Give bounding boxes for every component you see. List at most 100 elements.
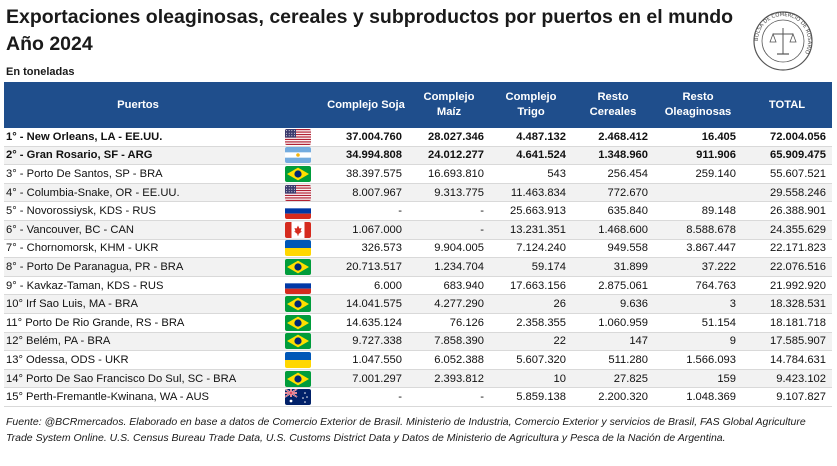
brazil-flag-icon — [285, 370, 311, 387]
brazil-flag-icon — [285, 165, 311, 182]
oleaginosas-cell: 51.154 — [654, 313, 742, 333]
soja-cell: 14.635.124 — [324, 313, 408, 333]
col-header-soja: Complejo Soja — [324, 82, 408, 128]
cereales-cell: 772.670 — [572, 183, 654, 203]
col-header-maiz: Complejo Maíz — [408, 82, 490, 128]
maiz-cell: 2.393.812 — [408, 369, 490, 389]
trigo-cell: 5.859.138 — [490, 387, 572, 407]
cereales-cell: 1.468.600 — [572, 220, 654, 240]
canada-flag-icon — [285, 221, 311, 238]
soja-cell: 6.000 — [324, 276, 408, 296]
oleaginosas-cell: 3 — [654, 294, 742, 314]
flag-cell — [272, 294, 324, 314]
trigo-cell: 5.607.320 — [490, 350, 572, 370]
oleaginosas-cell: 764.763 — [654, 276, 742, 296]
cereales-cell: 256.454 — [572, 164, 654, 184]
cereales-cell: 511.280 — [572, 350, 654, 370]
soja-cell: 9.727.338 — [324, 332, 408, 352]
port-name-cell: 1° - New Orleans, LA - EE.UU. — [4, 128, 272, 147]
table-row: 6° - Vancouver, BC - CAN 1.067.000-13.231… — [4, 220, 832, 240]
trigo-cell: 17.663.156 — [490, 276, 572, 296]
col-header-oleaginosas: Resto Oleaginosas — [654, 82, 742, 128]
soja-cell: 1.067.000 — [324, 220, 408, 240]
soja-cell: 38.397.575 — [324, 164, 408, 184]
trigo-cell: 4.641.524 — [490, 146, 572, 166]
cereales-cell: 635.840 — [572, 201, 654, 221]
soja-cell: 14.041.575 — [324, 294, 408, 314]
flag-cell — [272, 332, 324, 352]
total-cell: 9.107.827 — [742, 387, 832, 407]
port-name-cell: 5° - Novorossiysk, KDS - RUS — [4, 201, 272, 221]
total-cell: 65.909.475 — [742, 146, 832, 166]
soja-cell: 1.047.550 — [324, 350, 408, 370]
maiz-cell: - — [408, 201, 490, 221]
flag-cell — [272, 313, 324, 333]
maiz-cell: 24.012.277 — [408, 146, 490, 166]
oleaginosas-cell: 3.867.447 — [654, 239, 742, 259]
soja-cell: 20.713.517 — [324, 257, 408, 277]
flag-cell — [272, 220, 324, 240]
oleaginosas-cell: 37.222 — [654, 257, 742, 277]
flag-cell — [272, 239, 324, 259]
trigo-cell: 25.663.913 — [490, 201, 572, 221]
ukraine-flag-icon — [285, 351, 311, 368]
soja-cell: - — [324, 387, 408, 407]
trigo-cell: 26 — [490, 294, 572, 314]
brazil-flag-icon — [285, 314, 311, 331]
col-header-flag — [272, 82, 324, 128]
total-cell: 18.328.531 — [742, 294, 832, 314]
total-cell: 24.355.629 — [742, 220, 832, 240]
flag-cell — [272, 128, 324, 147]
flag-cell — [272, 164, 324, 184]
cereales-cell: 2.468.412 — [572, 128, 654, 147]
argentina-flag-icon — [285, 147, 311, 164]
port-name-cell: 7° - Chornomorsk, KHM - UKR — [4, 239, 272, 259]
total-cell: 22.076.516 — [742, 257, 832, 277]
trigo-cell: 13.231.351 — [490, 220, 572, 240]
oleaginosas-cell: 89.148 — [654, 201, 742, 221]
page-title: Exportaciones oleaginosas, cereales y su… — [6, 6, 734, 55]
total-cell: 21.992.920 — [742, 276, 832, 296]
soja-cell: 37.004.760 — [324, 128, 408, 147]
cereales-cell: 2.875.061 — [572, 276, 654, 296]
oleaginosas-cell: 1.048.369 — [654, 387, 742, 407]
maiz-cell: 9.904.005 — [408, 239, 490, 259]
table-row: 15° Perth-Fremantle-Kwinana, WA - AUS - -5… — [4, 387, 832, 407]
maiz-cell: 683.940 — [408, 276, 490, 296]
trigo-cell: 11.463.834 — [490, 183, 572, 203]
port-name-cell: 8° - Porto De Paranagua, PR - BRA — [4, 257, 272, 277]
table-row: 3° - Porto De Santos, SP - BRA 38.397.575… — [4, 164, 832, 184]
exports-table: Puertos Complejo Soja Complejo Maíz Comp… — [4, 82, 832, 407]
table-row: 7° - Chornomorsk, KHM - UKR 326.573 9.904.… — [4, 239, 832, 259]
maiz-cell: 76.126 — [408, 313, 490, 333]
table-header-row: Puertos Complejo Soja Complejo Maíz Comp… — [4, 82, 832, 128]
table-row: 13° Odessa, ODS - UKR 1.047.550 6.052.388 5… — [4, 350, 832, 370]
oleaginosas-cell: 159 — [654, 369, 742, 389]
cereales-cell: 2.200.320 — [572, 387, 654, 407]
soja-cell: 7.001.297 — [324, 369, 408, 389]
brazil-flag-icon — [285, 296, 311, 313]
total-cell: 55.607.521 — [742, 164, 832, 184]
table-row: 14° Porto De Sao Francisco Do Sul, SC - … — [4, 369, 832, 389]
russia-flag-icon — [285, 203, 311, 220]
total-cell: 9.423.102 — [742, 369, 832, 389]
col-header-cereales: Resto Cereales — [572, 82, 654, 128]
total-cell: 22.171.823 — [742, 239, 832, 259]
table-row: 1° - New Orleans, LA - EE.UU. 37.004.760 2… — [4, 128, 832, 147]
cereales-cell: 949.558 — [572, 239, 654, 259]
cereales-cell: 1.348.960 — [572, 146, 654, 166]
maiz-cell: 9.313.775 — [408, 183, 490, 203]
port-name-cell: 3° - Porto De Santos, SP - BRA — [4, 164, 272, 184]
table-row: 10° Irf Sao Luis, MA - BRA 14.041.575 4.27… — [4, 294, 832, 314]
total-cell: 17.585.907 — [742, 332, 832, 352]
flag-cell — [272, 257, 324, 277]
maiz-cell: 1.234.704 — [408, 257, 490, 277]
trigo-cell: 10 — [490, 369, 572, 389]
port-name-cell: 11° Porto De Rio Grande, RS - BRA — [4, 313, 272, 333]
flag-cell — [272, 201, 324, 221]
flag-cell — [272, 183, 324, 203]
maiz-cell: 4.277.290 — [408, 294, 490, 314]
australia-flag-icon — [285, 389, 311, 406]
soja-cell: 326.573 — [324, 239, 408, 259]
port-name-cell: 9° - Kavkaz-Taman, KDS - RUS — [4, 276, 272, 296]
